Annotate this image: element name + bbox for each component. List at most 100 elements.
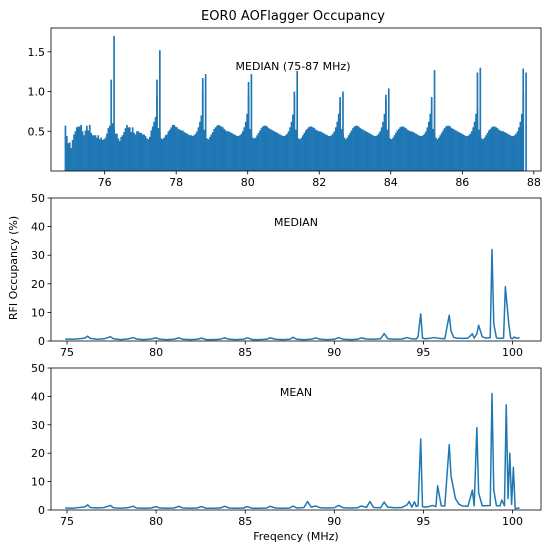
bar — [458, 132, 460, 171]
bar — [81, 131, 84, 171]
bar — [124, 128, 127, 171]
bar — [352, 128, 354, 171]
bar — [409, 131, 412, 171]
bar — [512, 136, 515, 171]
bar — [170, 127, 173, 171]
bar — [502, 131, 505, 171]
bar — [422, 135, 424, 171]
bar — [313, 128, 316, 171]
bar — [486, 132, 489, 171]
bar — [336, 121, 339, 171]
bar — [376, 135, 379, 171]
bar — [479, 67, 482, 171]
bar — [370, 134, 373, 171]
bar — [302, 135, 304, 171]
bar — [303, 132, 306, 171]
bar — [207, 139, 210, 171]
bar — [503, 132, 506, 171]
bar — [98, 139, 101, 171]
bar — [211, 132, 214, 171]
bar — [329, 136, 331, 171]
x-tick-label: 90 — [327, 515, 341, 528]
bar — [126, 124, 128, 171]
y-tick-label: 40 — [31, 390, 45, 403]
y-tick-label: 1.5 — [28, 46, 46, 59]
bar — [106, 133, 108, 171]
bar — [169, 129, 171, 171]
bar — [323, 133, 326, 171]
bar — [347, 135, 350, 171]
bar — [406, 129, 409, 171]
bar — [230, 132, 233, 171]
bar — [443, 128, 446, 171]
bar — [383, 113, 386, 171]
panel-annotation: MEAN — [280, 386, 312, 399]
bar — [74, 131, 77, 171]
bar — [199, 121, 201, 171]
bar — [516, 131, 519, 171]
bar — [216, 125, 218, 171]
bar — [233, 134, 236, 171]
bar — [121, 135, 124, 171]
x-tick-label: 80 — [149, 346, 163, 359]
bar — [259, 130, 261, 171]
bar — [379, 131, 382, 171]
bar — [316, 130, 319, 171]
bar — [123, 132, 125, 171]
bar — [429, 113, 432, 171]
bar — [150, 130, 153, 171]
panel-median-75-87-bar: 76 78 80 82 84 86 88 0.5 1.0 1.5 MEDIAN (75-87 MHz… — [28, 27, 542, 189]
y-tick-label: 1.0 — [28, 86, 46, 99]
bar — [382, 121, 384, 171]
y-tick-label: 0.5 — [28, 125, 46, 138]
bar — [73, 134, 75, 171]
bar — [67, 143, 70, 171]
bar — [116, 133, 118, 171]
bar — [223, 128, 226, 171]
bar — [505, 132, 507, 171]
bar — [113, 35, 115, 171]
bar — [270, 129, 273, 171]
bar — [68, 142, 71, 171]
bar — [356, 125, 359, 171]
bar — [287, 131, 290, 171]
bar — [156, 79, 158, 171]
bar — [283, 136, 286, 171]
bar — [107, 128, 110, 171]
bar — [510, 136, 513, 171]
bar — [204, 134, 207, 171]
bar — [322, 132, 324, 171]
bar — [161, 139, 164, 171]
bar — [276, 132, 279, 171]
bar — [201, 78, 204, 171]
bar — [367, 132, 370, 171]
bar — [519, 121, 522, 171]
bar — [407, 130, 410, 171]
bar — [101, 140, 104, 171]
bar — [141, 134, 144, 171]
bar — [113, 128, 115, 171]
bar — [154, 116, 157, 171]
bar — [417, 135, 420, 171]
x-tick-label: 86 — [455, 176, 469, 189]
bar — [479, 134, 482, 171]
bar — [290, 121, 293, 171]
bar — [496, 128, 499, 171]
bar — [292, 114, 294, 171]
bar — [217, 124, 220, 171]
bar — [319, 131, 321, 171]
y-tick-label: 30 — [31, 249, 45, 262]
bar — [226, 131, 228, 171]
bar — [149, 136, 151, 171]
bar — [66, 136, 68, 171]
bar — [159, 132, 161, 171]
bar — [78, 126, 81, 171]
bar — [104, 137, 107, 171]
x-tick-label: 85 — [238, 346, 252, 359]
bar — [80, 124, 83, 171]
bar — [293, 91, 296, 171]
bar — [187, 134, 190, 171]
bar — [247, 82, 250, 171]
bar — [498, 129, 500, 171]
bar — [327, 136, 330, 171]
